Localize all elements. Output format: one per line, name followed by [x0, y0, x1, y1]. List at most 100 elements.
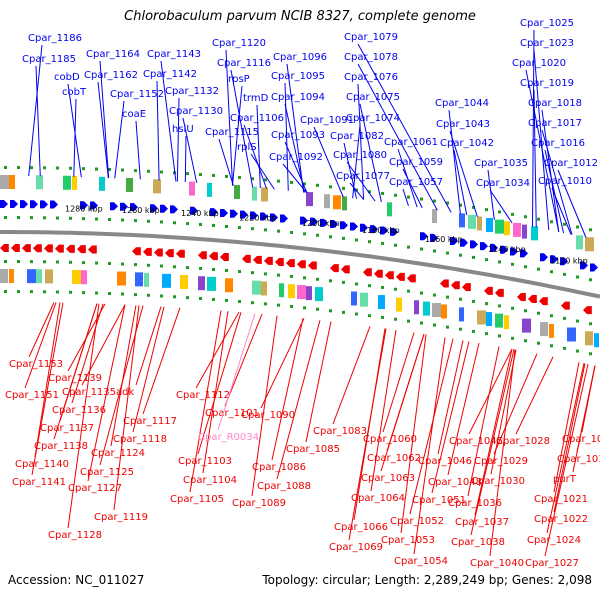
gene-label-top: Cpar_1143: [147, 49, 201, 60]
minus-strand-feature: [33, 244, 42, 253]
outer-plus-cog-box: [99, 176, 105, 191]
scale-ring-tick-mark: [511, 262, 514, 266]
plus-label-line: [114, 100, 125, 179]
gene-label-bottom: Cpar_1140: [15, 459, 69, 470]
inner-ring-tick-mark: [329, 279, 332, 283]
minus-strand-feature: [517, 292, 526, 301]
outer-plus-cog-box: [513, 222, 521, 237]
plus-strand-feature: [0, 200, 8, 209]
inner-minus-cog-box: [261, 281, 267, 296]
plus-label-line: [28, 44, 43, 177]
plus-label-line: [225, 49, 234, 186]
outer-ring-tick-mark: [82, 167, 85, 171]
gene-label-top: rpsP: [228, 74, 250, 85]
minus-strand-feature: [154, 248, 163, 257]
inner-ring-tick-mark: [30, 260, 33, 264]
inner-ring-tick-mark: [537, 311, 540, 315]
outer-plus-cog-box: [459, 213, 465, 228]
outer-plus-cog-box: [333, 195, 341, 210]
inner-ring-tick-mark: [368, 284, 371, 288]
inner-ring-tick-mark: [225, 268, 228, 272]
outer-plus-cog-box: [252, 186, 257, 201]
plus-strand-feature: [320, 218, 328, 227]
outer-ring-tick-mark: [69, 166, 72, 170]
inner-ring-tick-mark: [303, 276, 306, 280]
gene-label-top: Cpar_1020: [512, 58, 566, 69]
inner-minus-cog-box: [135, 272, 143, 287]
plus-strand-feature: [260, 212, 268, 221]
inner-minus-cog-box: [72, 269, 81, 284]
scale-ring-tick-mark: [433, 249, 436, 253]
gene-label-top: Cpar_1093: [271, 130, 325, 141]
innermost-ring-tick-mark: [329, 309, 332, 313]
minus-strand-feature: [165, 249, 174, 258]
scale-ring-tick-mark: [17, 216, 20, 220]
inner-ring-tick-mark: [576, 319, 579, 323]
scale-ring-tick-mark: [563, 272, 566, 276]
plus-label-line: [99, 60, 110, 179]
scale-tick-label: 1180 kbp: [362, 226, 400, 235]
scale-ring-tick-mark: [316, 233, 319, 237]
scale-tick-label: 1160 kbp: [425, 235, 463, 244]
plus-label-line: [343, 142, 357, 199]
minus-strand-feature: [88, 245, 97, 254]
gene-label-bottom: Cpar_1036: [448, 498, 502, 509]
outer-ring-tick-mark: [537, 217, 540, 221]
gene-label-top: trmD: [243, 93, 269, 104]
plus-label-line: [256, 104, 261, 189]
plus-strand-feature: [390, 227, 398, 236]
inner-ring-tick-mark: [342, 280, 345, 284]
minus-label-line: [467, 346, 500, 497]
scale-ring-tick-mark: [485, 258, 488, 262]
scale-ring-tick-mark: [147, 219, 150, 223]
innermost-ring-tick-mark: [472, 329, 475, 333]
outer-plus-cog-box: [63, 175, 71, 190]
innermost-ring-tick-mark: [30, 290, 33, 294]
scale-ring-tick-mark: [589, 278, 592, 282]
scale-ring-tick-mark: [173, 221, 176, 225]
outer-ring-tick-mark: [186, 172, 189, 176]
plus-strand-feature: [510, 247, 518, 256]
inner-ring-tick-mark: [199, 266, 202, 270]
inner-minus-cog-box: [549, 323, 554, 338]
minus-label-line: [81, 304, 126, 386]
minus-strand-feature: [22, 244, 31, 253]
gene-label-top: Cpar_1091: [300, 115, 354, 126]
inner-ring-tick-mark: [147, 263, 150, 267]
plus-strand-feature: [30, 200, 38, 209]
plus-label-line: [346, 161, 376, 202]
gene-label-top: Cpar_1164: [86, 49, 140, 60]
outer-plus-cog-box: [342, 196, 347, 211]
minus-strand-feature: [242, 254, 251, 263]
outer-ring-tick-mark: [329, 185, 332, 189]
plus-strand-feature: [110, 202, 118, 211]
plus-strand-feature: [300, 216, 308, 225]
innermost-ring-tick-mark: [173, 295, 176, 299]
plus-label-line: [541, 129, 573, 235]
minus-label-line: [468, 348, 513, 435]
minus-strand-feature: [330, 264, 339, 273]
outer-plus-cog-box: [387, 202, 392, 217]
outer-ring-tick-mark: [212, 173, 215, 177]
scale-tick-label: 1260 kbp: [122, 206, 160, 215]
gene-label-top: Cpar_1152: [110, 89, 164, 100]
inner-ring-tick-mark: [472, 299, 475, 303]
inner-ring-tick-mark: [82, 261, 85, 265]
gene-label-bottom: Cpar_1028: [496, 436, 550, 447]
inner-ring-tick-mark: [498, 304, 501, 308]
inner-ring-tick-mark: [251, 271, 254, 275]
outer-ring-tick-mark: [251, 177, 254, 181]
gene-label-top: Cpar_1017: [528, 118, 582, 129]
scale-ring-tick-mark: [329, 235, 332, 239]
gene-label-bottom: Cpar_1090: [241, 410, 295, 421]
gene-label-bottom: Cpar_1021: [534, 494, 588, 505]
minus-strand-feature: [385, 271, 394, 280]
innermost-ring-tick-mark: [69, 290, 72, 294]
inner-minus-cog-box: [594, 333, 599, 348]
innermost-ring-tick-mark: [355, 312, 358, 316]
minus-label-line: [370, 329, 397, 492]
plus-strand-feature: [540, 253, 548, 262]
outer-plus-cog-box: [9, 175, 15, 190]
inner-minus-cog-box: [225, 278, 233, 293]
minus-strand-feature: [363, 268, 372, 277]
